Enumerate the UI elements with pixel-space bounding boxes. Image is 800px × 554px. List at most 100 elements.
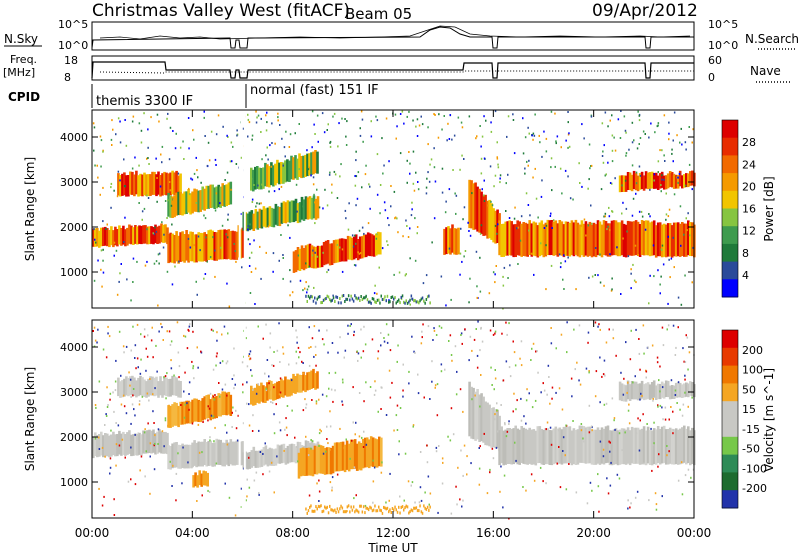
- heatmap-cell: [609, 484, 612, 487]
- heatmap-cell: [167, 445, 170, 470]
- heatmap-cell: [396, 125, 398, 128]
- power-y-label: Slant Range [km]: [23, 157, 37, 261]
- heatmap-cell: [421, 296, 424, 300]
- heatmap-cell: [127, 175, 130, 197]
- heatmap-cell: [664, 160, 666, 162]
- heatmap-cell: [99, 193, 101, 196]
- heatmap-cell: [251, 198, 254, 201]
- heatmap-cell: [470, 386, 473, 439]
- heatmap-cell: [117, 117, 120, 120]
- heatmap-cell: [355, 242, 357, 245]
- heatmap-cell: [322, 207, 324, 210]
- heatmap-cell: [668, 121, 670, 124]
- heatmap-cell: [137, 377, 140, 397]
- heatmap-cell: [267, 158, 269, 161]
- heatmap-cell: [109, 472, 111, 475]
- heatmap-cell: [112, 230, 115, 248]
- heatmap-cell: [282, 201, 286, 223]
- heatmap-cell: [230, 188, 232, 191]
- heatmap-cell: [692, 128, 694, 131]
- heatmap-cell: [381, 511, 384, 515]
- heatmap-cell: [360, 295, 362, 298]
- heatmap-cell: [110, 182, 113, 185]
- heatmap-cell: [376, 233, 378, 236]
- heatmap-cell: [113, 241, 116, 244]
- colorbar-tick-label: -15: [742, 423, 760, 436]
- heatmap-cell: [199, 232, 202, 262]
- heatmap-cell: [177, 405, 180, 428]
- heatmap-cell: [606, 425, 610, 463]
- heatmap-cell: [229, 181, 233, 205]
- heatmap-cell: [151, 376, 154, 396]
- heatmap-cell: [125, 376, 128, 396]
- heatmap-cell: [462, 218, 464, 221]
- heatmap-cell: [360, 252, 362, 255]
- heatmap-cell: [532, 221, 536, 256]
- heatmap-cell: [115, 249, 118, 252]
- colorbar-swatch: [722, 261, 738, 280]
- heatmap-cell: [154, 387, 156, 390]
- heatmap-cell: [620, 428, 624, 465]
- heatmap-cell: [362, 446, 365, 448]
- heatmap-cell: [685, 217, 687, 220]
- heatmap-cell: [560, 429, 564, 465]
- heatmap-cell: [372, 459, 374, 462]
- heatmap-cell: [351, 508, 354, 512]
- heatmap-cell: [660, 275, 662, 278]
- heatmap-cell: [612, 337, 615, 340]
- heatmap-cell: [258, 202, 261, 205]
- heatmap-cell: [200, 473, 203, 487]
- heatmap-cell: [516, 227, 518, 230]
- heatmap-cell: [665, 218, 667, 221]
- heatmap-cell: [603, 144, 605, 147]
- heatmap-cell: [605, 173, 607, 176]
- heatmap-cell: [556, 428, 560, 465]
- heatmap-cell: [398, 298, 400, 302]
- heatmap-cell: [358, 236, 362, 259]
- heatmap-cell: [468, 359, 470, 362]
- heatmap-cell: [615, 354, 617, 357]
- heatmap-cell: [207, 230, 210, 260]
- heatmap-cell: [177, 175, 180, 197]
- heatmap-cell: [687, 212, 689, 215]
- heatmap-cell: [327, 442, 329, 445]
- heatmap-cell: [399, 495, 401, 498]
- heatmap-cell: [573, 328, 575, 331]
- heatmap-cell: [307, 447, 311, 476]
- heatmap-cell: [153, 468, 156, 471]
- heatmap-cell: [122, 225, 125, 245]
- heatmap-cell: [441, 457, 444, 460]
- heatmap-cell: [445, 227, 448, 255]
- heatmap-cell: [173, 442, 176, 468]
- heatmap-cell: [691, 427, 694, 464]
- heatmap-cell: [349, 510, 351, 514]
- heatmap-cell: [358, 392, 361, 394]
- heatmap-cell: [172, 464, 174, 467]
- heatmap-cell: [568, 132, 570, 135]
- heatmap-cell: [361, 298, 364, 301]
- heatmap-cell: [305, 406, 307, 409]
- heatmap-cell: [389, 300, 391, 304]
- heatmap-cell: [189, 323, 191, 326]
- heatmap-cell: [321, 510, 323, 514]
- heatmap-cell: [602, 455, 605, 458]
- heatmap-cell: [624, 129, 627, 132]
- heatmap-cell: [175, 402, 178, 426]
- heatmap-cell: [594, 274, 596, 276]
- heatmap-cell: [144, 428, 146, 431]
- heatmap-cell: [212, 329, 214, 332]
- heatmap-cell: [292, 157, 295, 180]
- heatmap-cell: [508, 423, 510, 425]
- heatmap-cell: [339, 246, 341, 249]
- heatmap-cell: [341, 403, 344, 406]
- heatmap-cell: [334, 300, 336, 303]
- heatmap-cell: [203, 188, 206, 211]
- heatmap-cell: [141, 377, 144, 396]
- heatmap-cell: [311, 110, 314, 113]
- heatmap-cell: [474, 391, 477, 441]
- heatmap-cell: [214, 394, 216, 396]
- heatmap-cell: [321, 445, 325, 474]
- heatmap-cell: [497, 223, 499, 226]
- heatmap-cell: [616, 473, 619, 476]
